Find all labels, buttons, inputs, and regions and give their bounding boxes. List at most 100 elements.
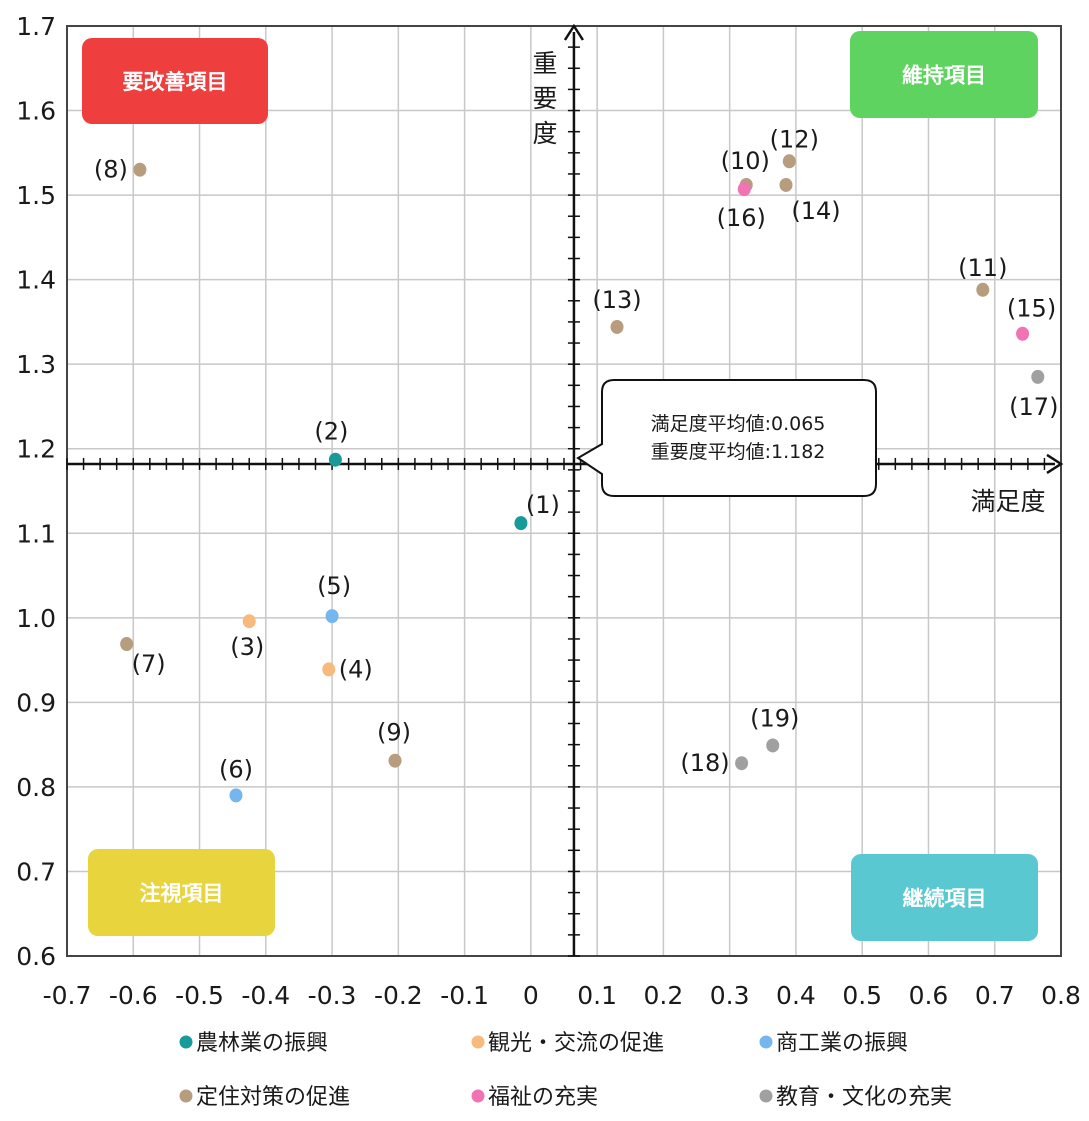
point-label: (9)	[377, 719, 411, 747]
data-point	[779, 177, 793, 192]
point-label: (1)	[526, 491, 560, 519]
x-tick-label: 0.3	[710, 981, 750, 1010]
quadrant-label: 継続項目	[903, 887, 987, 911]
grid-lines	[66, 25, 1062, 957]
legend-label: 農林業の振興	[196, 1031, 328, 1056]
callout-line: 満足度平均値:0.065	[651, 413, 826, 435]
data-points: (1) (2) (3) (4) (5) (6) (7) (8) (9) (10) (11) (12) (…	[94, 125, 1058, 803]
data-point	[325, 609, 339, 624]
y-tick-label: 0.7	[16, 857, 56, 886]
point-label: (13)	[592, 286, 641, 314]
data-point	[322, 662, 336, 677]
point-label: (15)	[1007, 295, 1056, 323]
y-tick-label: 0.9	[16, 688, 56, 717]
quadrant-box	[82, 38, 268, 124]
legend-marker	[759, 1035, 773, 1049]
plot-border	[66, 25, 1062, 957]
y-axis-title: 重要度	[532, 49, 557, 148]
y-tick-label: 0.6	[16, 942, 56, 971]
data-point	[782, 154, 796, 169]
legend-marker	[179, 1035, 193, 1049]
y-tick-label: 1.5	[16, 181, 56, 210]
legend-marker	[179, 1089, 193, 1103]
x-tick-label: 0.4	[776, 981, 816, 1010]
data-point	[1016, 326, 1030, 341]
point-label: (18)	[680, 749, 729, 777]
point-label: (19)	[750, 704, 799, 732]
point-label: (11)	[958, 254, 1007, 282]
data-point	[388, 753, 402, 768]
x-tick-label: 0.8	[1041, 981, 1081, 1010]
y-tick-label: 1.3	[16, 350, 56, 379]
legend-marker	[471, 1089, 485, 1103]
point-label: (4)	[339, 655, 373, 683]
x-tick-label: 0.7	[975, 981, 1015, 1010]
tick-labels: -0.7 -0.6 -0.5 -0.4 -0.3 -0.2 -0.1 0 0.1 0.2 0.3 0.…	[16, 12, 1081, 1010]
y-tick-label: 0.8	[16, 773, 56, 802]
y-axis-title-char: 度	[532, 119, 557, 148]
x-tick-label: 0.5	[842, 981, 882, 1010]
data-point	[242, 614, 256, 629]
x-tick-label: -0.4	[241, 981, 290, 1010]
legend-label: 福祉の充実	[488, 1085, 598, 1110]
x-tick-label: -0.6	[109, 981, 158, 1010]
point-label: (7)	[132, 650, 166, 678]
quadrant-label: 要改善項目	[123, 70, 228, 94]
point-label: (12)	[770, 125, 819, 153]
x-tick-label: -0.7	[43, 981, 92, 1010]
y-axis-title-char: 重	[532, 49, 557, 78]
data-point	[133, 162, 147, 177]
point-label: (8)	[94, 156, 128, 184]
quadrant-box	[851, 854, 1038, 941]
callout-bubble	[576, 379, 877, 497]
data-point	[120, 637, 134, 652]
x-tick-label: -0.1	[440, 981, 489, 1010]
legend-label: 商工業の振興	[776, 1031, 908, 1056]
data-point	[328, 452, 342, 467]
y-tick-label: 1.2	[16, 435, 56, 464]
point-label: (16)	[717, 204, 766, 232]
x-tick-label: 0.2	[644, 981, 684, 1010]
x-tick-label: -0.3	[308, 981, 357, 1010]
legend-marker	[759, 1089, 773, 1103]
point-label: (10)	[721, 147, 770, 175]
y-axis-title-char: 要	[532, 84, 557, 113]
x-tick-label: 0.1	[577, 981, 617, 1010]
data-point	[737, 182, 751, 197]
quadrant-label: 注視項目	[140, 882, 224, 906]
legend-label: 定住対策の促進	[196, 1085, 350, 1110]
point-label: (6)	[219, 755, 253, 783]
data-point	[610, 319, 624, 334]
point-label: (17)	[1009, 393, 1058, 421]
x-arrow-head	[1046, 453, 1064, 474]
data-point	[735, 756, 749, 771]
data-point	[229, 788, 243, 803]
data-point	[976, 282, 990, 297]
x-tick-label: 0.6	[909, 981, 949, 1010]
x-tick-label: 0	[523, 981, 539, 1010]
x-tick-label: -0.2	[374, 981, 423, 1010]
average-axes	[66, 23, 1064, 957]
data-point	[1031, 369, 1045, 384]
point-label: (2)	[314, 418, 348, 446]
callout-line: 重要度平均値:1.182	[651, 441, 826, 463]
legend-label: 観光・交流の促進	[488, 1031, 664, 1056]
y-tick-label: 1.4	[16, 266, 56, 295]
legend-label: 教育・文化の充実	[776, 1085, 952, 1110]
y-tick-label: 1.0	[16, 604, 56, 633]
quadrant-box	[88, 849, 275, 936]
y-tick-label: 1.1	[16, 519, 56, 548]
legend-marker	[471, 1035, 485, 1049]
data-point	[514, 516, 528, 531]
quadrant-label: 維持項目	[902, 64, 986, 88]
x-tick-label: -0.5	[175, 981, 224, 1010]
y-tick-label: 1.7	[16, 12, 56, 41]
point-label: (5)	[317, 572, 351, 600]
data-point	[766, 738, 780, 753]
point-label: (3)	[230, 633, 264, 661]
y-tick-label: 1.6	[16, 97, 56, 126]
y-arrow-head	[563, 23, 584, 41]
